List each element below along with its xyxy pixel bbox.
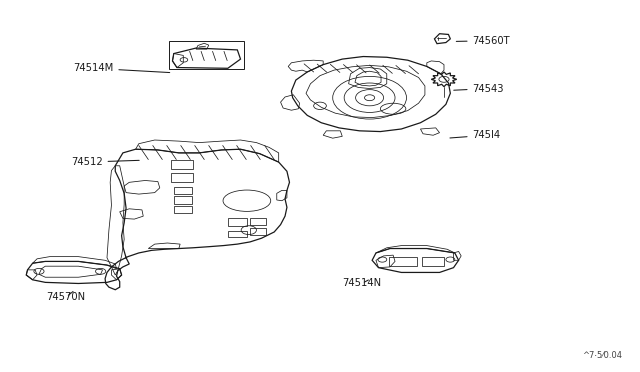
Bar	[228, 218, 247, 227]
Text: 74560T: 74560T	[456, 36, 510, 46]
Bar	[173, 206, 191, 213]
Text: 74543: 74543	[454, 84, 504, 93]
Bar	[173, 187, 191, 194]
Bar	[388, 257, 417, 266]
Bar	[250, 218, 266, 225]
Bar	[171, 173, 193, 182]
Bar	[170, 41, 244, 69]
Text: 74512: 74512	[71, 157, 139, 167]
Text: ^7⋅5⁄0.04: ^7⋅5⁄0.04	[582, 351, 622, 360]
Bar	[171, 160, 193, 170]
Bar	[228, 231, 247, 237]
Text: 74570N: 74570N	[47, 292, 86, 302]
Text: 74514M: 74514M	[73, 63, 170, 73]
Bar	[250, 228, 266, 235]
Bar	[173, 196, 191, 203]
Text: 74514N: 74514N	[342, 279, 381, 288]
Text: 745l4: 745l4	[450, 130, 500, 140]
Bar	[422, 257, 444, 266]
